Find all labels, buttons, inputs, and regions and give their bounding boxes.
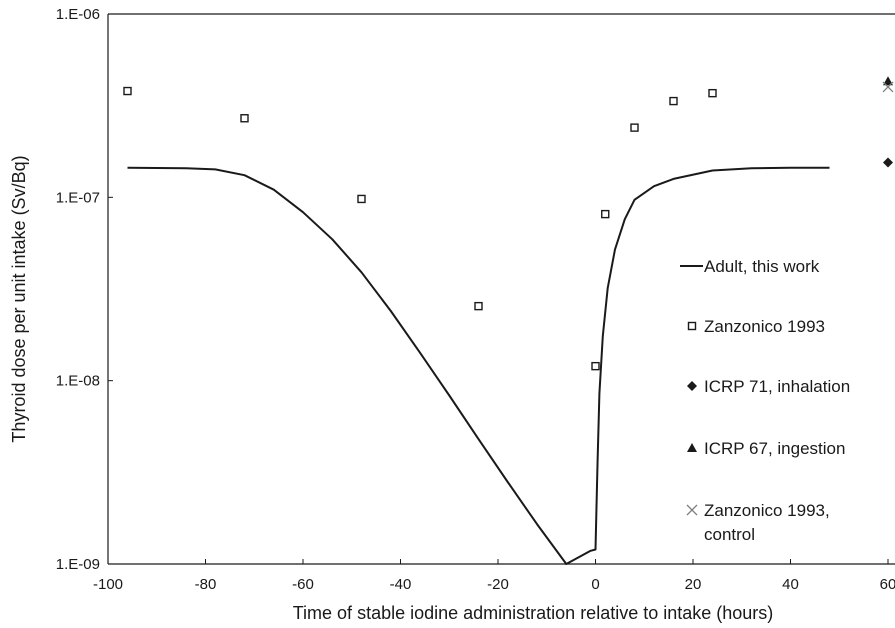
legend-label: ICRP 67, ingestion (704, 439, 845, 458)
x-tick-label: -60 (292, 576, 314, 593)
x-tick-label: -40 (390, 576, 412, 593)
legend-label: Zanzonico 1993 (704, 317, 825, 336)
square-marker (474, 301, 483, 311)
series-5 (882, 81, 894, 93)
x-axis-title: Time of stable iodine administration rel… (293, 603, 774, 623)
square-marker (687, 321, 697, 331)
square-marker (630, 123, 639, 132)
legend: Adult, this work Zanzonico 1993 ICRP 71, i… (680, 257, 850, 544)
square-marker (123, 86, 132, 96)
diamond-marker (883, 157, 893, 168)
dose-curve-line (127, 166, 830, 565)
x-tick-label: -80 (195, 576, 217, 593)
legend-item-3: ICRP 71, inhalation (687, 377, 850, 396)
square-marker (601, 209, 610, 219)
x-tick-label: -20 (487, 576, 509, 593)
square-marker (240, 114, 249, 123)
y-tick-label: 1.E-06 (56, 6, 100, 23)
legend-item-5: Zanzonico 1993, control (686, 501, 830, 544)
cross-marker (882, 81, 894, 93)
x-axis: -100 -80 -60 -40 -20 0 20 40 60 (93, 559, 895, 593)
x-tick-label: 40 (782, 576, 799, 593)
legend-item-2: Zanzonico 1993 (687, 317, 825, 336)
x-tick-label: -100 (93, 576, 123, 593)
series-1 (127, 166, 830, 565)
legend-item-4: ICRP 67, ingestion (687, 439, 845, 458)
y-tick-label: 1.E-09 (56, 556, 100, 573)
series-layer (123, 76, 894, 565)
y-tick-label: 1.E-08 (56, 373, 100, 390)
square-marker (357, 194, 366, 204)
y-axis: 1.E-09 1.E-08 1.E-07 1.E-06 (56, 6, 113, 573)
x-tick-label: 60 (880, 576, 895, 593)
cross-stroke (686, 504, 698, 516)
series-3 (883, 157, 893, 168)
x-tick-label: 0 (591, 576, 599, 593)
legend-item-1: Adult, this work (680, 257, 820, 276)
y-axis-title: Thyroid dose per unit intake (Sv/Bq) (9, 155, 29, 442)
x-tick-label: 20 (685, 576, 702, 593)
triangle-marker (883, 76, 893, 86)
y-tick-label: 1.E-07 (56, 189, 100, 206)
legend-label: Adult, this work (704, 257, 820, 276)
square-marker (708, 88, 717, 98)
series-4 (883, 76, 893, 86)
square-marker (591, 361, 600, 371)
square-marker (669, 96, 678, 106)
legend-label: Zanzonico 1993, (704, 501, 830, 520)
plot-frame (107, 13, 895, 565)
cross-marker (686, 504, 698, 516)
triangle-marker (687, 443, 697, 452)
cross-stroke (882, 81, 894, 93)
legend-label: control (704, 525, 755, 544)
series-2 (123, 86, 717, 371)
diamond-marker (687, 381, 697, 391)
legend-label: ICRP 71, inhalation (704, 377, 850, 396)
